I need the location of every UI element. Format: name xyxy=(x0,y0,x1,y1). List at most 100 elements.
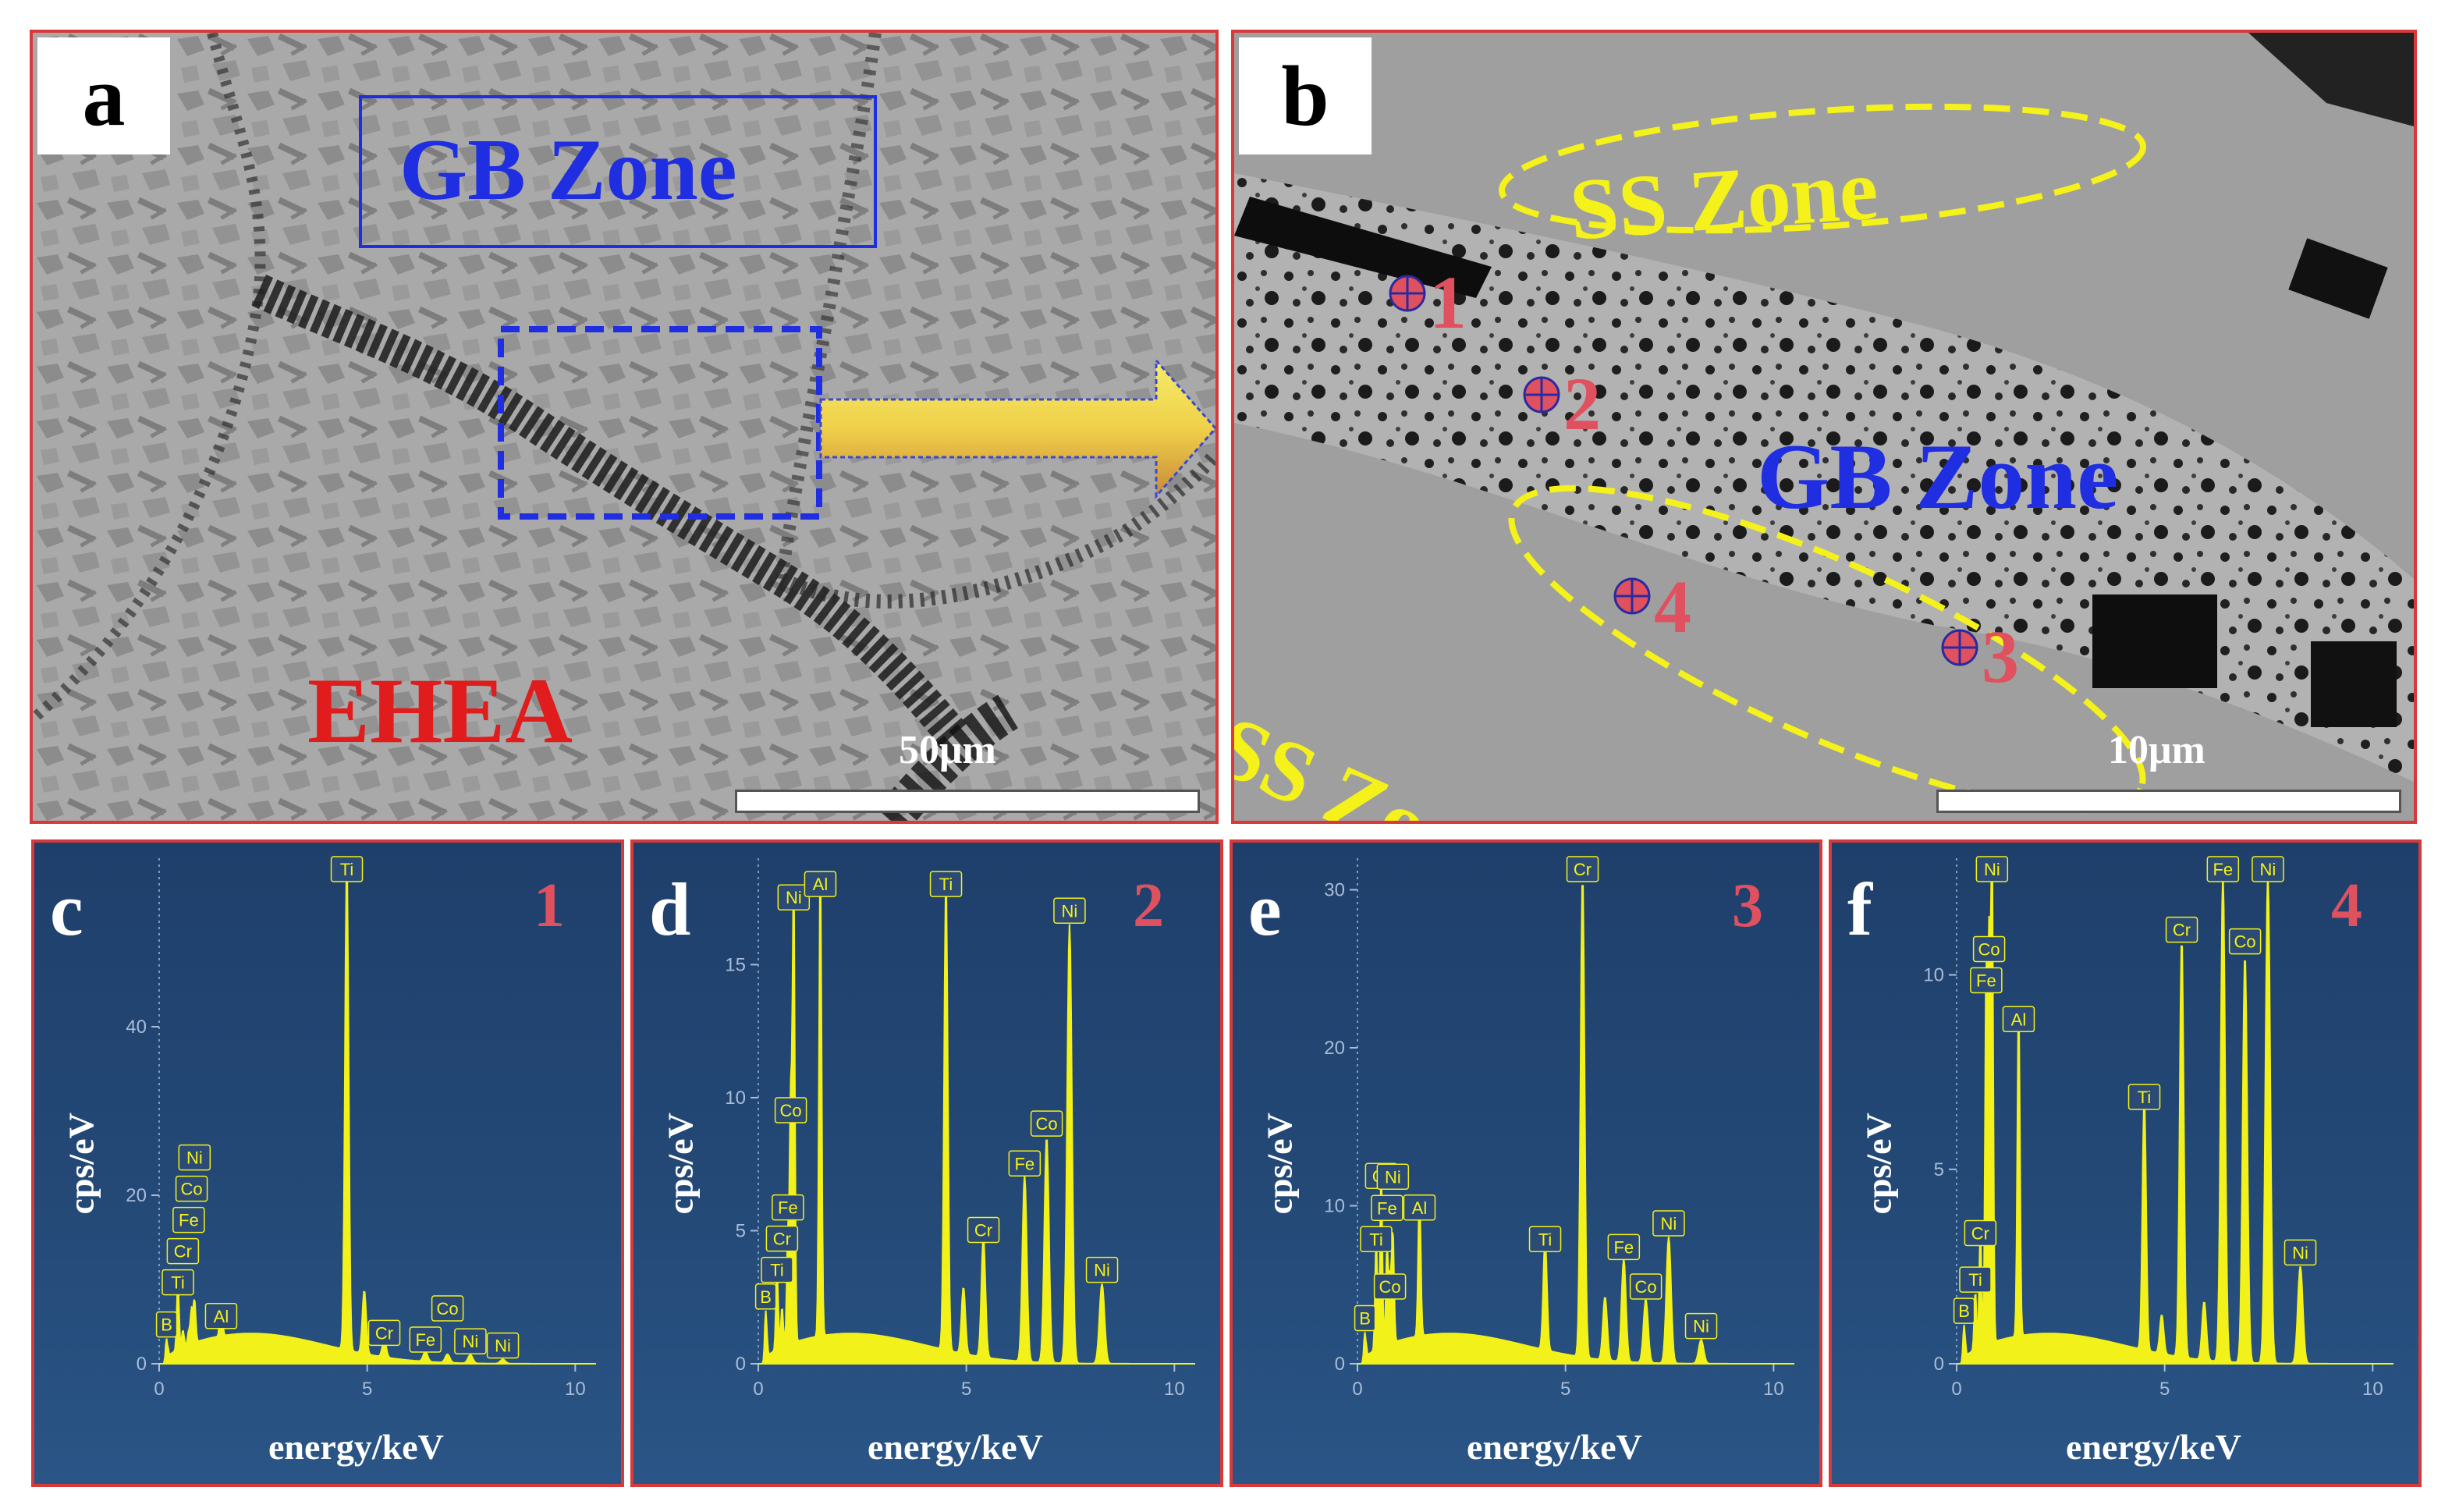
svg-text:Ti: Ti xyxy=(1369,1230,1383,1249)
panel-b-point-1: 1 xyxy=(1429,261,1467,344)
panel-b-point-4: 4 xyxy=(1654,565,1691,648)
panel-e-eds-spectrum: 01020300510BTiCrFeCoNiAlTiCrFeCoNiNi e 3… xyxy=(1230,839,1822,1487)
svg-text:Ni: Ni xyxy=(1094,1261,1110,1280)
peak-label: Al xyxy=(1403,1194,1436,1221)
y-tick-label: 0 xyxy=(736,1354,746,1375)
x-tick-label: 0 xyxy=(154,1379,164,1400)
svg-text:Fe: Fe xyxy=(2213,860,2233,879)
svg-text:Fe: Fe xyxy=(1613,1237,1634,1257)
svg-text:Ni: Ni xyxy=(495,1336,511,1356)
y-tick-label: 10 xyxy=(1324,1196,1345,1217)
panel-b-gb-zone: GB Zone xyxy=(1757,424,2119,528)
panel-a-sem-image: a GB Zone EHEA 50μm xyxy=(30,30,1219,824)
panel-a-letter: a xyxy=(37,37,170,154)
peak-label: Fe xyxy=(2206,856,2240,882)
peak-label: Co xyxy=(774,1097,807,1123)
peak-label: Ni xyxy=(1684,1312,1718,1340)
svg-text:Ni: Ni xyxy=(1984,860,2000,879)
svg-text:Co: Co xyxy=(1978,939,2000,959)
y-tick-label: 40 xyxy=(126,1017,147,1038)
peak-label: Co xyxy=(1972,935,2006,963)
peak-label: Ni xyxy=(1053,897,1086,925)
panel-e-letter: e xyxy=(1248,868,1282,951)
peak-label: B xyxy=(155,1311,178,1338)
panel-d-letter: d xyxy=(649,868,691,951)
y-tick-label: 5 xyxy=(1934,1159,1944,1180)
svg-text:Co: Co xyxy=(1635,1277,1657,1297)
panel-c-eds-spectrum: 0 20 40 0 5 10 B Ti Cr Fe Co Ni Al Ti Cr Fe Co Ni Ni c 1 c… xyxy=(31,839,624,1487)
peak-label: Co xyxy=(1373,1273,1407,1300)
panel-c-xlabel: energy/keV xyxy=(268,1427,444,1467)
panel-c-letter: c xyxy=(50,868,83,951)
peak-label: Fe xyxy=(1371,1194,1403,1221)
panel-b-scale-bar xyxy=(1936,790,2401,813)
peak-label: Ti xyxy=(1959,1266,1992,1293)
panel-b-scale-text: 10μm xyxy=(2108,728,2205,772)
peak-label: Fe xyxy=(409,1326,442,1353)
peak-label: Co xyxy=(1030,1110,1063,1137)
peak-label: Fe xyxy=(772,1194,804,1221)
svg-text:Fe: Fe xyxy=(1014,1154,1034,1173)
panel-b-microstructure xyxy=(1234,33,2414,821)
peak-label: Ti xyxy=(1528,1226,1562,1252)
svg-text:Ni: Ni xyxy=(1062,901,1078,921)
svg-text:Fe: Fe xyxy=(1377,1198,1397,1218)
x-tick-label: 10 xyxy=(1763,1379,1784,1400)
svg-text:Ni: Ni xyxy=(2260,860,2276,879)
svg-text:Co: Co xyxy=(1379,1277,1401,1297)
peak-label: Ni xyxy=(486,1332,520,1359)
peak-label: Ti xyxy=(929,871,963,897)
panel-a-scale-text: 50μm xyxy=(899,728,996,772)
panel-d-point-number: 2 xyxy=(1133,871,1164,940)
svg-text:Cr: Cr xyxy=(773,1230,791,1249)
y-tick-label: 30 xyxy=(1324,880,1345,901)
panel-e-ylabel: cps/eV xyxy=(1259,1113,1300,1215)
peak-label: Cr xyxy=(967,1216,1000,1244)
peak-label: Ni xyxy=(2252,856,2284,882)
svg-text:Co: Co xyxy=(780,1101,802,1120)
peak-label: Ti xyxy=(2127,1084,2161,1110)
peak-label: Ni xyxy=(1085,1256,1119,1283)
x-tick-label: 10 xyxy=(565,1379,586,1400)
y-tick-label: 15 xyxy=(725,954,746,975)
panel-b-point-3: 3 xyxy=(1982,615,2019,698)
svg-text:Cr: Cr xyxy=(974,1221,992,1240)
peak-label: Ti xyxy=(330,856,364,882)
peak-label: Fe xyxy=(172,1206,205,1233)
peak-label: Cr xyxy=(166,1237,200,1265)
svg-text:Al: Al xyxy=(813,875,829,894)
peak-label: Co xyxy=(1629,1273,1663,1300)
peak-label: B xyxy=(754,1283,777,1310)
svg-text:Ti: Ti xyxy=(340,860,354,879)
panel-e-point-number: 3 xyxy=(1732,871,1763,940)
peak-label: Al xyxy=(2002,1006,2035,1033)
y-tick-label: 20 xyxy=(1324,1038,1345,1059)
peak-label: Ni xyxy=(454,1328,487,1354)
y-tick-label: 0 xyxy=(1335,1354,1345,1375)
panel-f-letter: f xyxy=(1847,868,1872,951)
svg-text:Co: Co xyxy=(181,1180,203,1199)
y-tick-label: 10 xyxy=(1923,965,1944,986)
peak-label: Co xyxy=(175,1175,208,1202)
svg-text:Ni: Ni xyxy=(1661,1214,1677,1233)
peak-label: Cr xyxy=(1566,856,1599,882)
spectrum-trace xyxy=(758,893,1195,1365)
panel-d-ylabel: cps/eV xyxy=(660,1113,701,1215)
peak-label: Ni xyxy=(2284,1239,2317,1266)
panel-f-xlabel: energy/keV xyxy=(2066,1427,2241,1467)
svg-text:B: B xyxy=(1359,1309,1371,1329)
peak-label: Ni xyxy=(1376,1163,1410,1190)
peak-label: Cr xyxy=(367,1319,401,1347)
x-tick-label: 5 xyxy=(1560,1379,1570,1400)
x-tick-label: 5 xyxy=(961,1379,971,1400)
peak-label: Co xyxy=(2228,928,2262,955)
x-tick-label: 0 xyxy=(1352,1379,1362,1400)
svg-text:Ni: Ni xyxy=(1693,1317,1709,1336)
svg-text:Al: Al xyxy=(2011,1010,2027,1029)
svg-text:Ti: Ti xyxy=(939,875,953,894)
spectrum-trace xyxy=(1957,857,2394,1365)
panel-a-scale-bar xyxy=(735,790,1200,813)
svg-text:Ti: Ti xyxy=(770,1261,784,1280)
svg-text:Ti: Ti xyxy=(1538,1230,1553,1249)
peak-label: Ti xyxy=(161,1269,194,1296)
